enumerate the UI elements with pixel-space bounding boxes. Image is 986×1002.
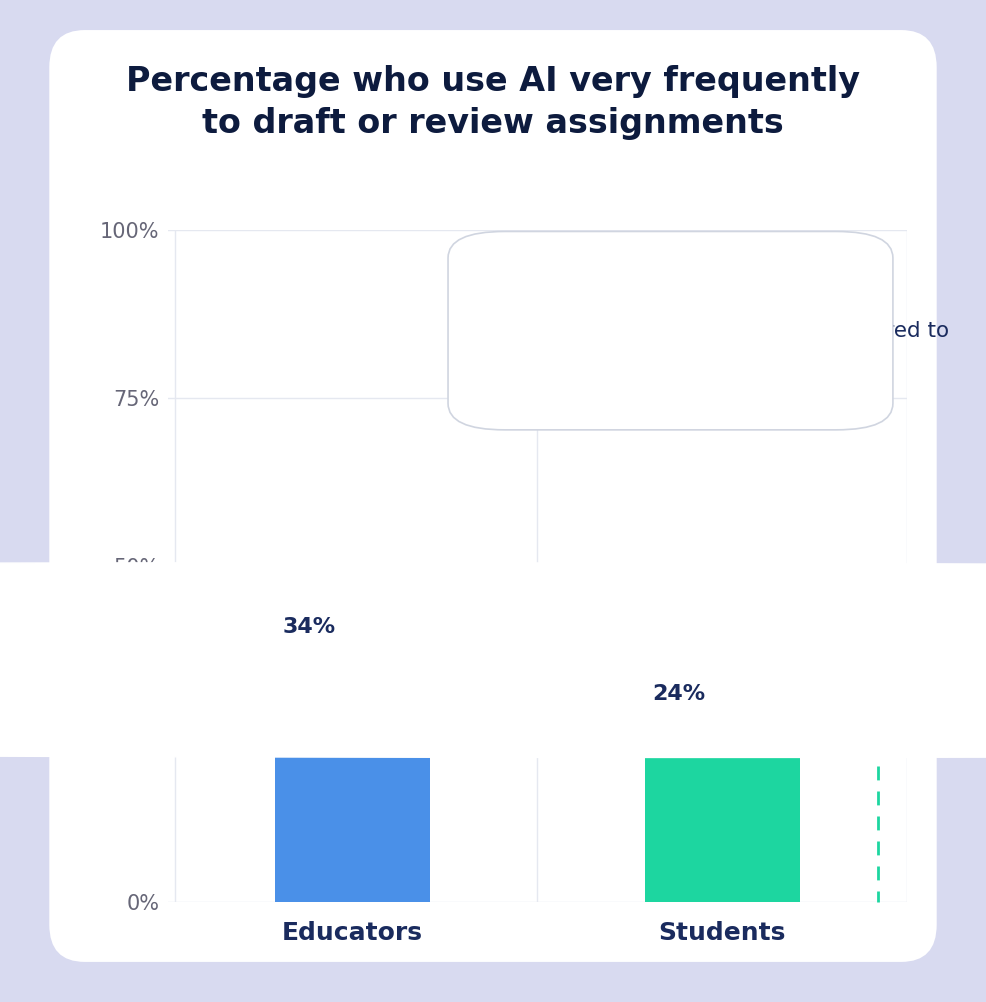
Text: of females.: of females. bbox=[670, 372, 797, 392]
Text: 29%: 29% bbox=[669, 270, 722, 290]
Circle shape bbox=[0, 563, 986, 690]
FancyBboxPatch shape bbox=[448, 231, 893, 430]
Text: 24%: 24% bbox=[652, 683, 705, 703]
Text: use AI often, compared to: use AI often, compared to bbox=[669, 321, 950, 341]
Text: 16%: 16% bbox=[669, 372, 721, 392]
Circle shape bbox=[0, 630, 986, 758]
Text: 34%: 34% bbox=[282, 616, 335, 636]
Text: of male students: of male students bbox=[671, 270, 860, 290]
Text: to draft or review assignments: to draft or review assignments bbox=[202, 107, 784, 140]
Text: Of note,: Of note, bbox=[669, 270, 763, 290]
Text: Percentage who use AI very frequently: Percentage who use AI very frequently bbox=[126, 65, 860, 98]
Bar bbox=[275, 673, 430, 902]
Bar bbox=[645, 740, 800, 902]
FancyBboxPatch shape bbox=[49, 30, 937, 962]
